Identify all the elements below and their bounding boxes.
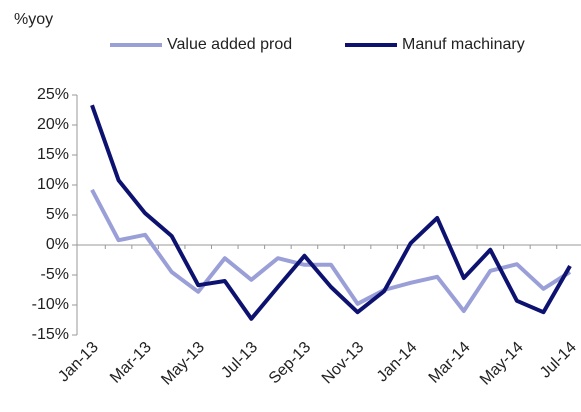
y-tick-label: 25% [37,86,69,103]
legend-label: Value added prod [167,36,292,53]
x-tick-label: Mar-14 [426,339,474,387]
y-tick-label: 20% [37,116,69,133]
x-tick-label: Nov-13 [319,339,368,388]
series-line [90,104,572,321]
x-tick-label: Jan-13 [55,339,102,386]
x-tick-label: May-14 [477,339,527,389]
y-tick-label: 0% [46,236,69,253]
x-tick-label: Sep-13 [266,339,315,388]
y-tick-label: 10% [37,176,69,193]
x-tick-label: Jul-13 [218,339,261,382]
y-axis-label: %yoy [14,11,53,28]
y-tick-label: -5% [41,266,69,283]
series-line [90,188,572,313]
y-tick-label: 5% [46,206,69,223]
x-tick-label: May-13 [158,339,208,389]
x-tick-label: Mar-13 [107,339,155,387]
x-tick-label: Jul-14 [537,339,580,382]
y-tick-label: 15% [37,146,69,163]
y-tick-label: -10% [32,296,69,313]
legend-label: Manuf machinary [402,36,525,53]
y-tick-label: -15% [32,326,69,343]
x-tick-label: Jan-14 [374,339,421,386]
